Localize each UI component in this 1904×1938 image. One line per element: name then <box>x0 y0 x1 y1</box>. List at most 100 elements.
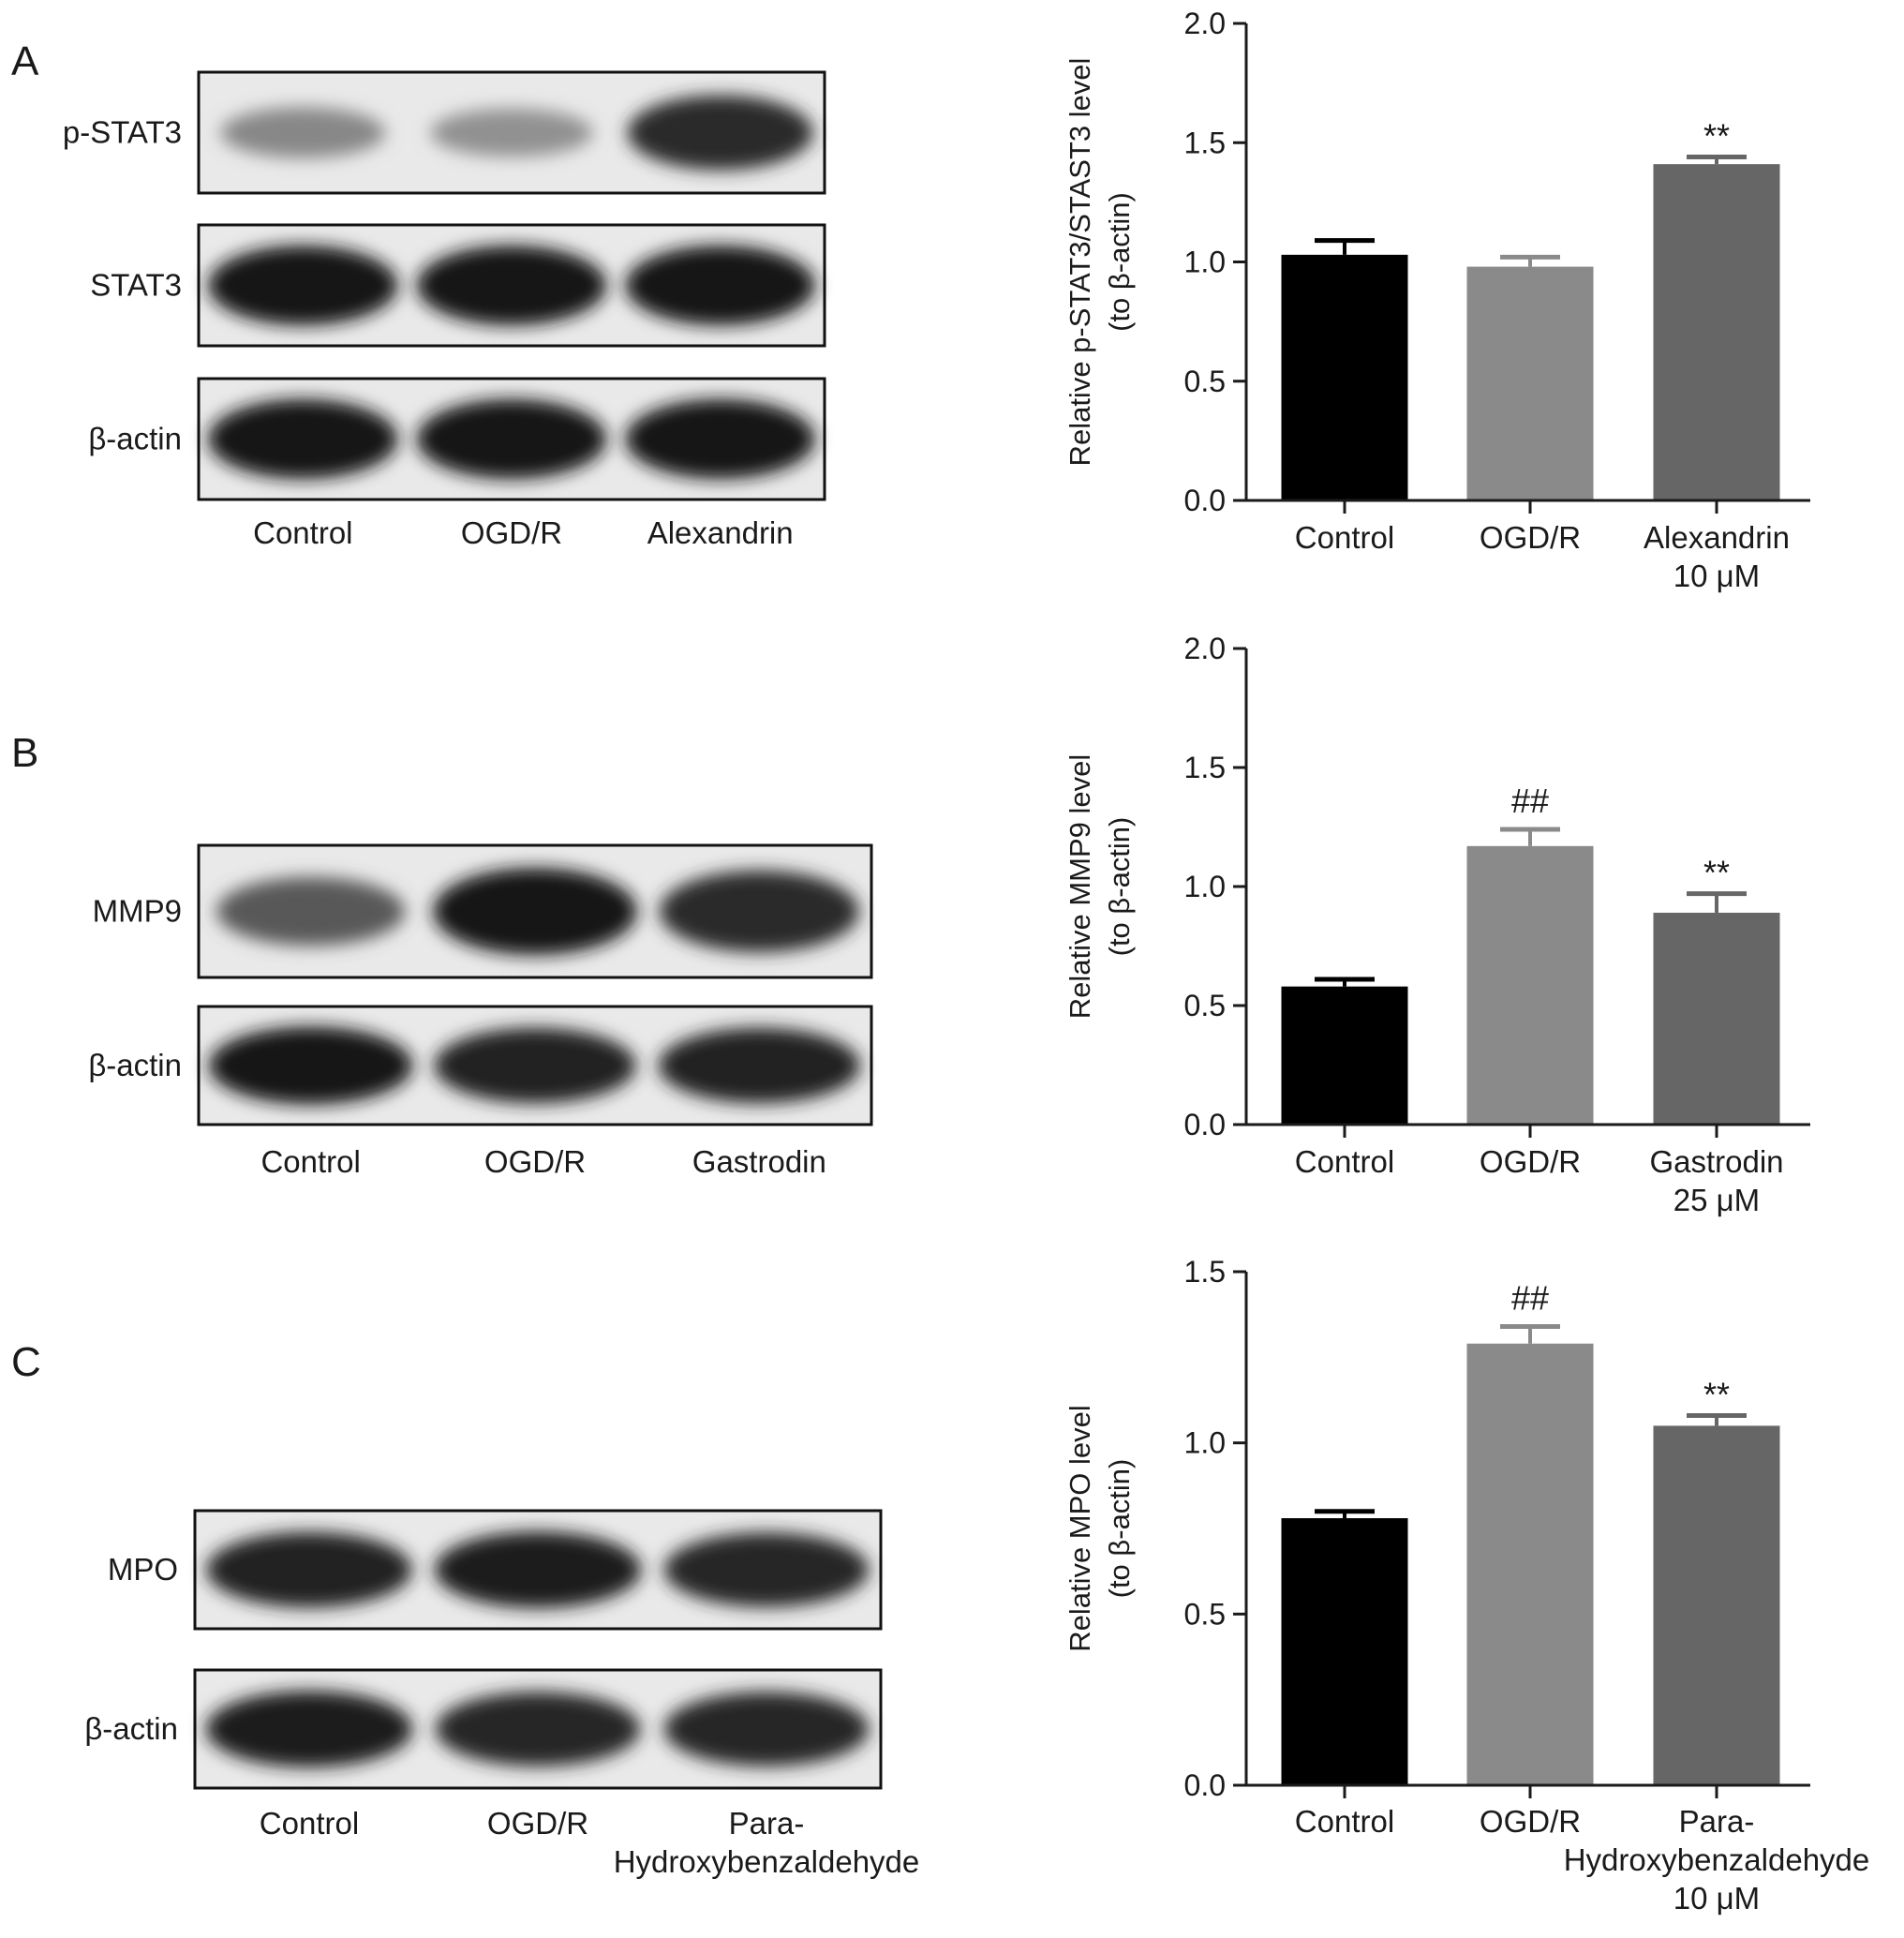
bar <box>1466 266 1594 500</box>
significance-stars: ** <box>1703 854 1730 892</box>
bar <box>1466 845 1594 1125</box>
error-bar <box>1500 254 1560 267</box>
blot-band <box>627 95 813 171</box>
blot-band <box>416 245 607 326</box>
lane-label-line2: Hydroxybenzaldehyde <box>614 1844 920 1879</box>
blot-strip <box>197 843 873 979</box>
blot-strip <box>193 1509 883 1631</box>
blot-band <box>206 1531 412 1608</box>
blot-band <box>663 1692 870 1767</box>
band-label: MPO <box>108 1552 178 1587</box>
western-blot-c: MPO β-actin Control OGD/R Para-Hydroxybenzal… <box>84 1509 920 1879</box>
lane-label: Alexandrin <box>647 515 794 550</box>
x-tick-label: OGD/R <box>1480 520 1581 555</box>
lane-label: OGD/R <box>487 1806 588 1841</box>
y-tick-label: 0.0 <box>1184 1108 1226 1141</box>
error-bar <box>1315 1509 1375 1519</box>
x-tick-label: OGD/R <box>1480 1144 1581 1179</box>
lane-label: Para- <box>729 1806 805 1841</box>
bar-chart-a: ** 0.0 0.5 1.0 1.5 2.0 Control OGD/R Alexandrin 1… <box>1064 7 1810 593</box>
significance-hash: ## <box>1511 782 1549 820</box>
blot-band <box>659 870 859 953</box>
blot-band <box>658 1027 861 1104</box>
western-blot-a: p-STAT3 STAT3 β-actin Control OGD/R Alexandri… <box>63 70 826 550</box>
band-label: β-actin <box>88 422 182 456</box>
bar <box>1653 912 1780 1125</box>
y-axis-title: Relative MPO level <box>1064 1405 1096 1652</box>
blot-band <box>663 1532 870 1607</box>
x-tick-label-line2: Hydroxybenzaldehyde <box>1564 1842 1870 1877</box>
significance-stars: ** <box>1703 117 1730 156</box>
band-label: β-actin <box>88 1048 182 1082</box>
blot-strip <box>197 377 826 501</box>
blot-band <box>220 107 386 158</box>
western-blot-b: MMP9 β-actin Control OGD/R Gastrodin <box>88 843 873 1179</box>
x-tick-label-line2: 25 μM <box>1673 1183 1760 1217</box>
y-axis-title: Relative MMP9 level <box>1064 754 1096 1020</box>
bar-chart-b: ## ** 0.0 0.5 1.0 1.5 2.0 Control OGD/R Gastrodin… <box>1064 632 1810 1217</box>
significance-hash: ## <box>1511 1278 1549 1317</box>
error-bar <box>1315 238 1375 255</box>
error-bar <box>1315 976 1375 987</box>
x-tick-label: Alexandrin <box>1644 520 1790 555</box>
y-tick-label: 2.0 <box>1184 7 1226 40</box>
y-tick-label: 1.5 <box>1184 751 1226 784</box>
lane-label: Control <box>260 1144 360 1179</box>
blot-band <box>416 398 607 480</box>
bar <box>1281 1518 1408 1785</box>
y-tick-label: 1.5 <box>1184 1255 1226 1289</box>
y-axis-title-line2: (to β-actin) <box>1103 192 1136 332</box>
x-tick-label: Control <box>1295 1144 1394 1179</box>
y-tick-label: 0.5 <box>1184 365 1226 398</box>
bar <box>1653 164 1780 500</box>
blot-band <box>434 1531 642 1608</box>
error-bar <box>1687 891 1747 913</box>
blot-band <box>430 108 593 157</box>
bar <box>1466 1343 1594 1785</box>
bar <box>1653 1425 1780 1785</box>
error-bar <box>1500 1323 1560 1344</box>
y-tick-label: 0.0 <box>1184 1768 1226 1802</box>
y-tick-label: 1.0 <box>1184 870 1226 903</box>
significance-stars: ** <box>1703 1375 1730 1413</box>
y-tick-label: 1.0 <box>1184 1426 1226 1460</box>
bar <box>1281 254 1408 500</box>
blot-band <box>208 1026 413 1105</box>
blot-strip <box>197 223 826 348</box>
bar-chart-c: ## ** 0.0 0.5 1.0 1.5 Control OGD/R Para-Hydroxy… <box>1064 1255 1869 1916</box>
error-bar <box>1687 1412 1747 1426</box>
blot-band <box>216 876 406 947</box>
y-axis-title: Relative p-STAT3/STAST3 level <box>1064 58 1096 467</box>
x-tick-label: OGD/R <box>1480 1804 1581 1839</box>
lane-label: OGD/R <box>461 515 562 550</box>
bar <box>1281 986 1408 1125</box>
blot-band <box>625 398 815 480</box>
band-label: MMP9 <box>93 894 182 929</box>
y-tick-label: 0.5 <box>1184 1597 1226 1631</box>
blot-band <box>208 398 398 480</box>
lane-label: OGD/R <box>484 1144 586 1179</box>
error-bar <box>1500 827 1560 846</box>
blot-strip <box>197 1005 873 1126</box>
y-tick-label: 0.5 <box>1184 989 1226 1022</box>
error-bar <box>1687 155 1747 165</box>
blot-band <box>205 1691 413 1767</box>
y-tick-label: 2.0 <box>1184 632 1226 665</box>
y-tick-label: 1.5 <box>1184 126 1226 159</box>
y-axis-title-line2: (to β-actin) <box>1103 817 1136 957</box>
panel-letter-b: B <box>11 730 38 776</box>
blot-band <box>435 1692 641 1767</box>
lane-label: Gastrodin <box>692 1144 826 1179</box>
y-axis-title-line2: (to β-actin) <box>1103 1459 1136 1599</box>
x-tick-label-line2: 10 μM <box>1673 559 1760 593</box>
x-tick-label: Control <box>1295 520 1394 555</box>
band-label: β-actin <box>84 1711 178 1746</box>
x-tick-label: Para- <box>1679 1804 1755 1839</box>
lane-label: Control <box>253 515 352 550</box>
x-tick-label: Control <box>1295 1804 1394 1839</box>
x-tick-label-line3: 10 μM <box>1673 1881 1760 1916</box>
lane-label: Control <box>260 1806 359 1841</box>
panel-letter-a: A <box>11 38 39 84</box>
blot-band <box>434 1027 636 1104</box>
